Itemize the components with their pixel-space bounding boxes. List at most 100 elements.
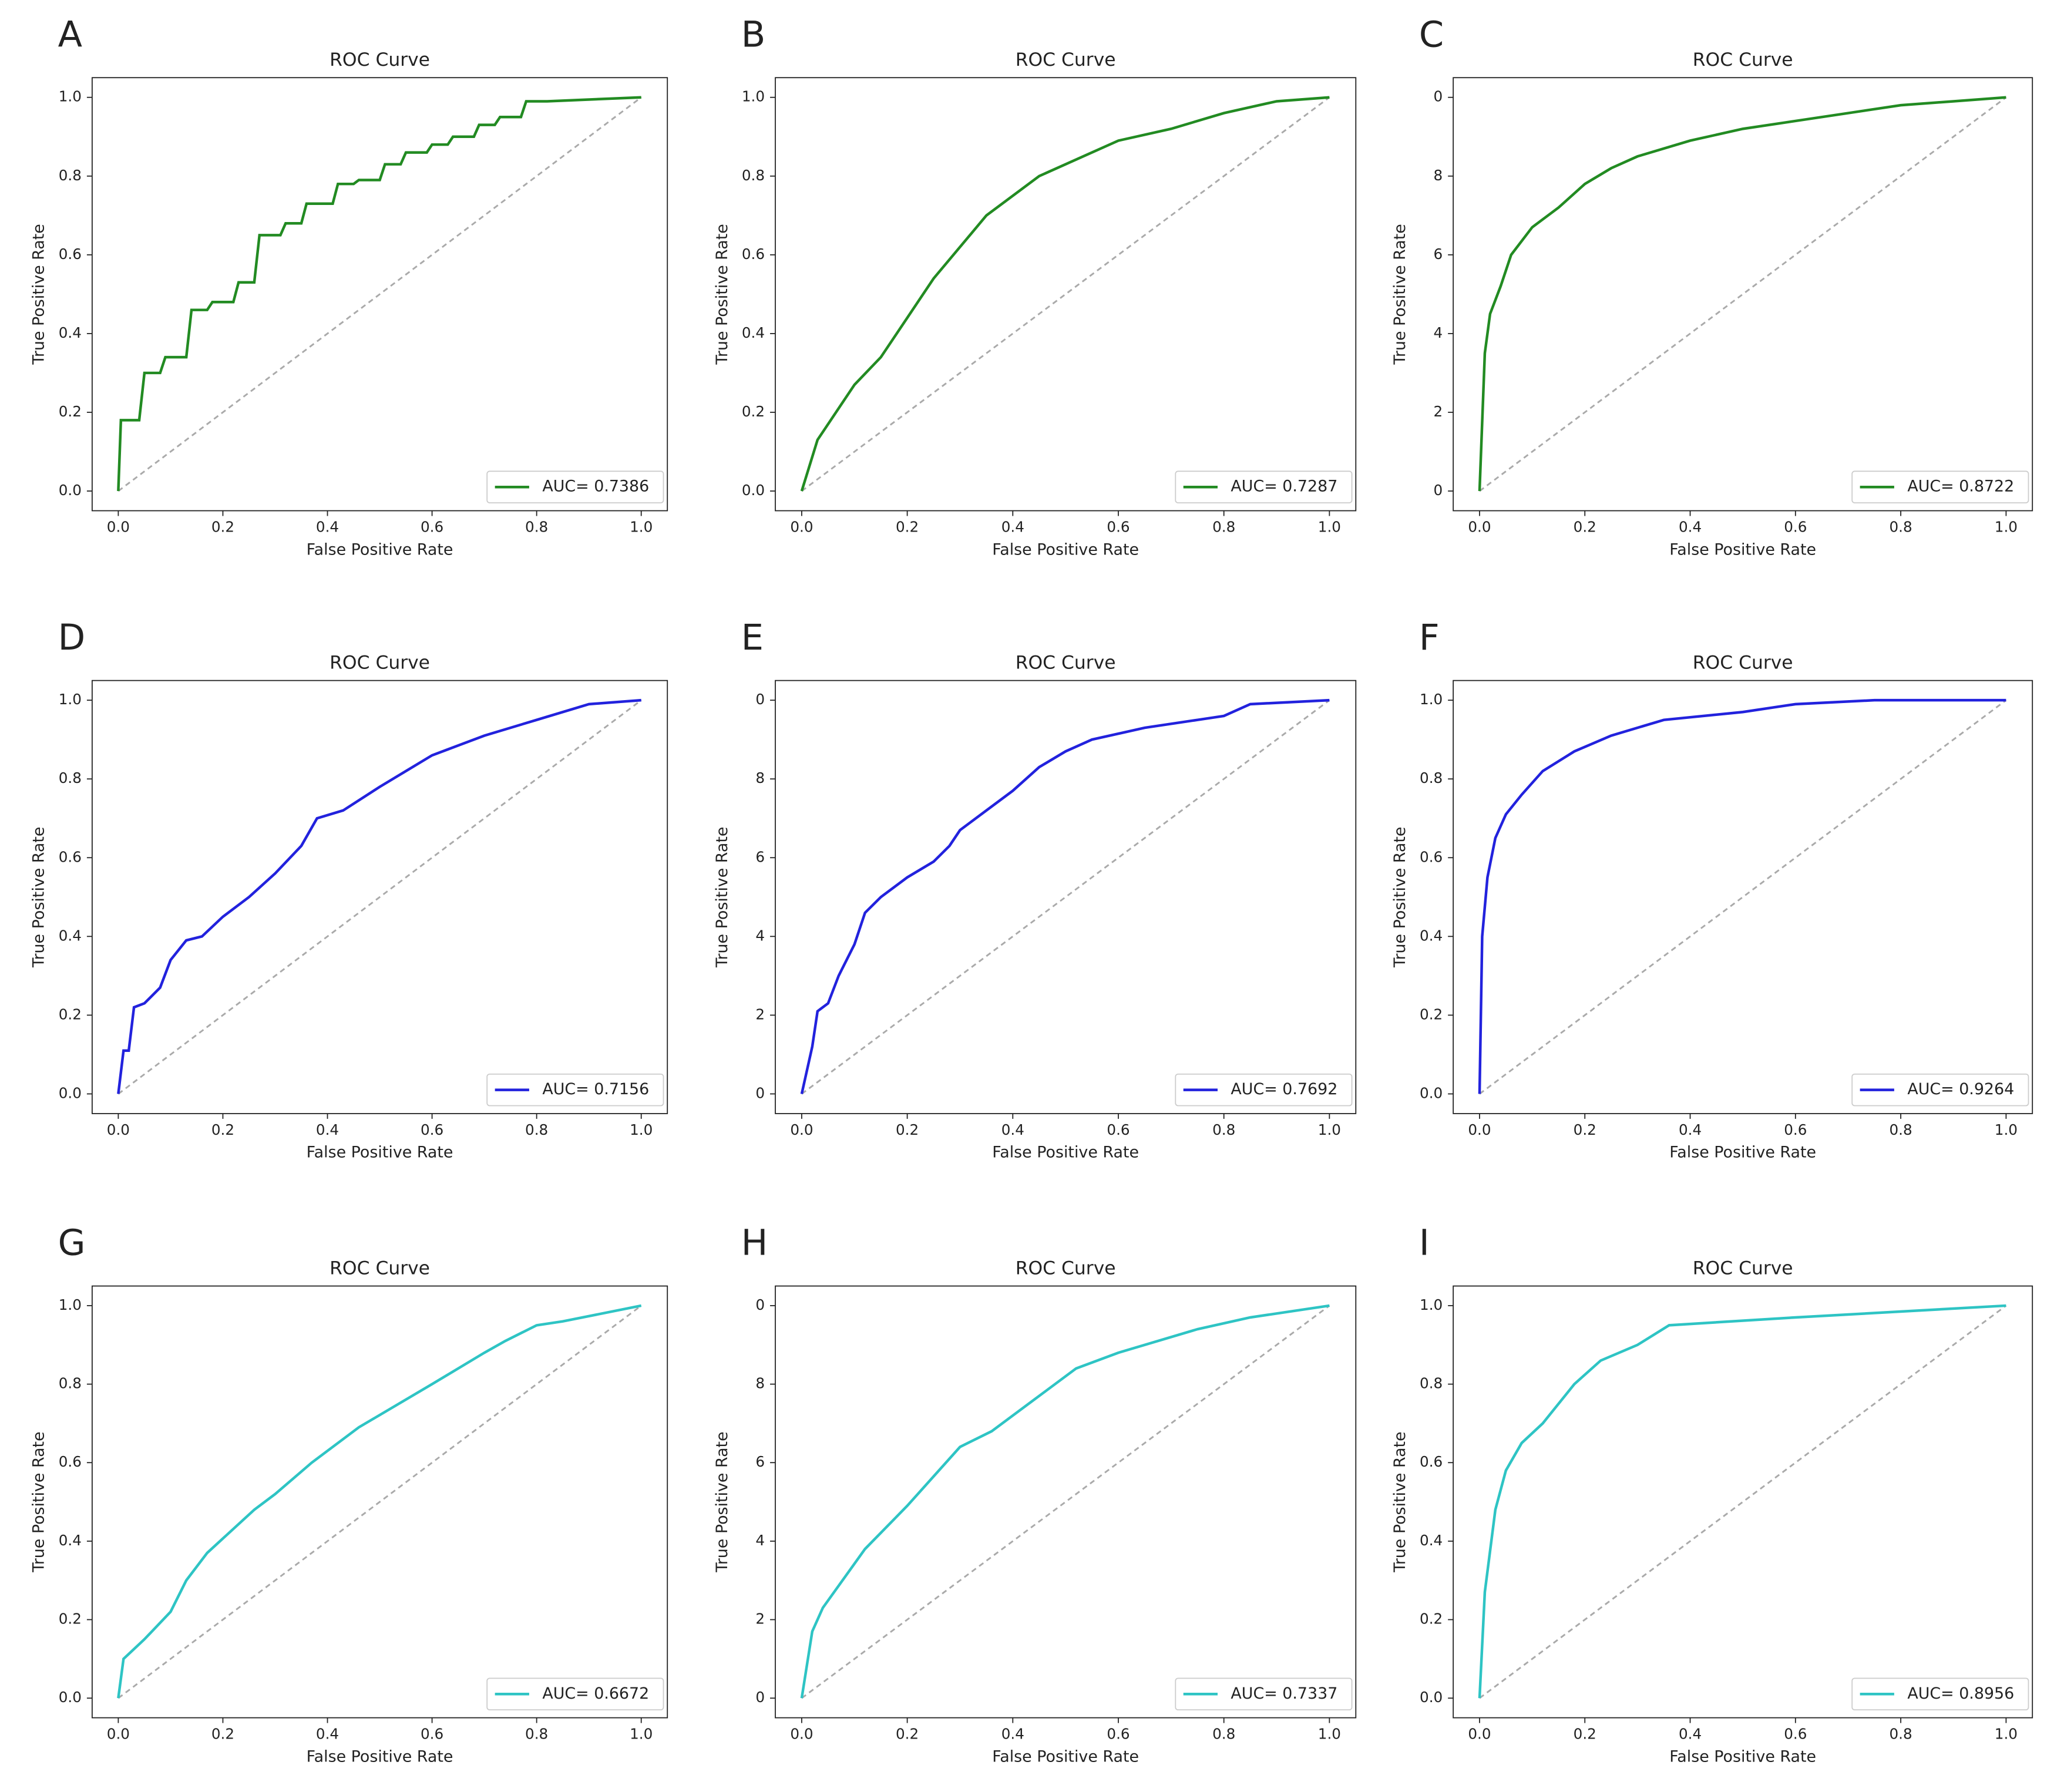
axes-frame	[775, 77, 1357, 512]
x-axis-label: False Positive Rate	[992, 1747, 1139, 1766]
roc-curve	[1478, 698, 2006, 1094]
chance-line	[1479, 96, 2007, 492]
chart-title: ROC Curve	[1693, 1258, 1793, 1279]
panel-label: I	[1419, 1223, 1430, 1264]
legend-label: AUC= 0.7386	[542, 478, 649, 496]
panel-label: F	[1419, 617, 1440, 658]
subplot: B ROC Curve False Positive Rate True Positi…	[713, 14, 1357, 559]
x-tick-label: 0.8	[1212, 1726, 1235, 1743]
x-tick-label: 1.0	[1995, 1726, 2018, 1743]
x-tick-label: 0.2	[1574, 1726, 1596, 1743]
y-tick-label: 6	[1434, 246, 1443, 263]
x-tick-label: 1.0	[1318, 1726, 1341, 1743]
y-tick-label: 0.0	[59, 1689, 82, 1706]
chance-line	[1479, 1305, 2007, 1699]
axes-frame	[91, 77, 668, 512]
legend-label: AUC= 0.8956	[1907, 1685, 2014, 1703]
x-tick-label: 0.8	[1212, 519, 1235, 536]
y-tick-label: 1.0	[1420, 1296, 1443, 1313]
legend-label: AUC= 0.7156	[542, 1080, 649, 1098]
roc-curve	[1478, 1304, 2006, 1699]
roc-curve	[800, 698, 1330, 1094]
x-tick-label: 1.0	[1995, 519, 2018, 536]
chance-line	[1479, 699, 2007, 1095]
y-tick-label: 4	[1434, 324, 1443, 341]
y-tick-label: 0.8	[1420, 1375, 1443, 1392]
x-tick-label: 0.4	[1001, 1726, 1024, 1743]
x-tick-label: 1.0	[1995, 1121, 2018, 1138]
legend-box	[486, 1073, 664, 1107]
x-tick-label: 0.2	[211, 1121, 234, 1138]
y-tick-label: 0.4	[1420, 1532, 1443, 1549]
panel-label: A	[58, 14, 82, 55]
y-tick-label: 0.2	[1420, 1611, 1443, 1628]
y-tick-label: 2	[755, 1006, 765, 1023]
x-tick-label: 0.8	[1890, 1726, 1912, 1743]
legend-box	[1175, 1677, 1353, 1711]
y-axis-label: True Positive Rate	[713, 827, 731, 968]
x-tick-label: 0.6	[1107, 1121, 1130, 1138]
x-tick-label: 0.4	[1679, 1726, 1702, 1743]
roc-curve	[117, 1304, 642, 1699]
panel-label: D	[58, 617, 86, 658]
y-tick-label: 0.0	[742, 482, 765, 499]
y-tick-label: 0.0	[1420, 1689, 1443, 1706]
x-tick-label: 0.2	[211, 519, 234, 536]
x-axis-label: False Positive Rate	[307, 540, 453, 559]
y-axis-label: True Positive Rate	[1391, 224, 1409, 365]
y-tick-label: 0.0	[1420, 1084, 1443, 1101]
x-tick-label: 0.6	[421, 1121, 443, 1138]
x-tick-label: 1.0	[630, 1726, 653, 1743]
chart-title: ROC Curve	[330, 653, 430, 674]
roc-curve	[800, 96, 1330, 492]
legend-box	[486, 470, 664, 503]
legend-label: AUC= 0.9264	[1907, 1080, 2014, 1098]
axes-frame	[775, 1285, 1357, 1719]
x-axis-label: False Positive Rate	[1669, 1144, 1816, 1162]
subplot: G ROC Curve False Positive Rate True Positi…	[30, 1223, 668, 1766]
x-tick-label: 0.0	[107, 519, 130, 536]
y-tick-label: 0	[755, 691, 765, 708]
chance-line	[117, 1305, 642, 1699]
chance-line	[117, 96, 642, 492]
x-tick-label: 1.0	[630, 1121, 653, 1138]
legend-label: AUC= 0.8722	[1907, 478, 2014, 496]
x-tick-label: 0.0	[790, 1121, 813, 1138]
y-tick-label: 2	[1434, 403, 1443, 420]
chance-line	[801, 1305, 1330, 1699]
y-tick-label: 6	[755, 1453, 765, 1470]
roc-curve	[1478, 96, 2006, 492]
x-tick-label: 0.2	[211, 1726, 234, 1743]
legend-box	[486, 1677, 664, 1711]
y-tick-label: 0.4	[1420, 927, 1443, 944]
y-tick-label: 0.2	[1420, 1006, 1443, 1023]
y-tick-label: 1.0	[59, 1296, 82, 1313]
y-tick-label: 0.8	[59, 1375, 82, 1392]
y-tick-label: 4	[755, 1532, 765, 1549]
legend-box	[1851, 470, 2029, 503]
legend-box	[1175, 1073, 1353, 1107]
y-tick-label: 0.8	[59, 769, 82, 786]
panel-label: E	[741, 617, 764, 658]
chart-title: ROC Curve	[330, 49, 430, 70]
x-tick-label: 0.4	[316, 519, 339, 536]
y-axis-label: True Positive Rate	[30, 1431, 48, 1572]
y-tick-label: 4	[755, 927, 765, 944]
x-tick-label: 0.8	[525, 1726, 548, 1743]
x-tick-label: 0.6	[1784, 519, 1807, 536]
panel-label: C	[1419, 14, 1444, 55]
legend-box	[1851, 1677, 2029, 1711]
subplot: E ROC Curve False Positive Rate True Positi…	[713, 617, 1357, 1162]
axes-frame	[91, 1285, 668, 1719]
x-tick-label: 0.8	[525, 1121, 548, 1138]
x-tick-label: 0.4	[1679, 1121, 1702, 1138]
y-tick-label: 8	[755, 769, 765, 786]
x-axis-label: False Positive Rate	[307, 1144, 453, 1162]
chance-line	[801, 699, 1330, 1095]
x-tick-label: 0.4	[316, 1121, 339, 1138]
x-tick-label: 0.0	[1468, 1726, 1491, 1743]
x-tick-label: 0.0	[1468, 1121, 1491, 1138]
chart-title: ROC Curve	[1016, 49, 1116, 70]
x-tick-label: 0.6	[421, 519, 443, 536]
y-tick-label: 0.2	[59, 1611, 82, 1628]
